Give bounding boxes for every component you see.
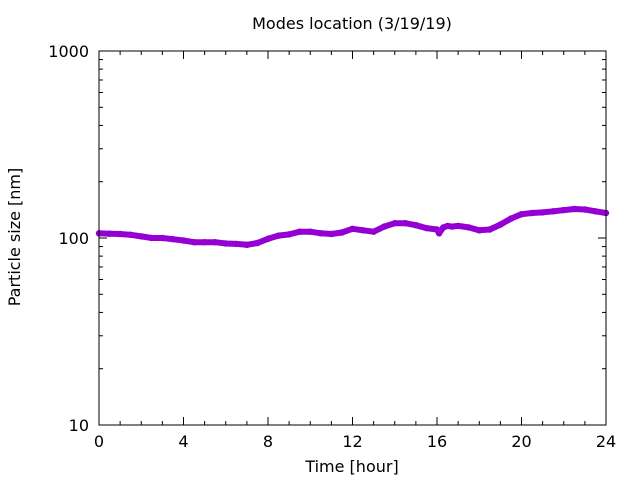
data-point — [233, 240, 240, 248]
data-point — [275, 232, 282, 239]
data-series — [95, 205, 610, 248]
data-point — [138, 233, 145, 240]
x-tick-label: 12 — [342, 432, 362, 451]
data-point — [180, 237, 187, 244]
data-point — [307, 228, 314, 235]
data-point — [391, 220, 398, 227]
data-point — [370, 228, 377, 235]
data-point — [338, 229, 346, 236]
x-tick-label: 8 — [263, 432, 273, 451]
data-point — [201, 239, 208, 246]
data-point — [497, 221, 504, 228]
data-point — [381, 223, 388, 230]
data-point — [448, 223, 455, 230]
chart-title: Modes location (3/19/19) — [252, 14, 452, 33]
series-line — [96, 206, 609, 248]
x-tick-label: 0 — [94, 432, 104, 451]
data-point — [159, 234, 166, 242]
data-point — [435, 230, 443, 237]
data-point — [412, 222, 420, 229]
y-axis-label: Particle size [nm] — [5, 168, 24, 307]
data-point — [402, 220, 409, 227]
data-point — [127, 231, 134, 238]
data-point — [190, 239, 198, 246]
data-point — [212, 239, 219, 246]
y-tick-label: 1000 — [48, 42, 89, 61]
data-point — [148, 234, 155, 242]
x-tick-label: 20 — [511, 432, 531, 451]
data-point — [560, 206, 567, 214]
y-tick-label: 100 — [58, 229, 89, 248]
data-point — [486, 226, 493, 233]
data-point — [243, 241, 251, 248]
x-tick-label: 24 — [596, 432, 616, 451]
data-point — [571, 205, 578, 213]
data-point — [454, 222, 462, 230]
data-point — [359, 227, 367, 234]
data-point — [550, 208, 557, 215]
data-point — [465, 224, 472, 231]
data-point — [222, 240, 229, 247]
plot-frame — [98, 50, 607, 426]
data-point — [285, 231, 293, 238]
data-point — [539, 209, 546, 216]
data-point — [592, 208, 599, 215]
axis-tick-labels: 0 4 8 12 16 20 24 10 100 1000 — [48, 42, 616, 451]
data-point — [169, 236, 177, 243]
y-tick-label: 10 — [69, 416, 89, 435]
data-point — [328, 230, 335, 238]
data-point — [528, 209, 536, 217]
data-point — [423, 224, 430, 232]
data-point — [116, 230, 124, 238]
data-point — [476, 227, 483, 234]
data-point — [254, 239, 261, 247]
data-point — [296, 228, 303, 235]
data-point — [518, 211, 525, 218]
data-point — [507, 215, 515, 222]
data-point — [581, 206, 589, 213]
x-tick-label: 16 — [427, 432, 447, 451]
data-point — [317, 230, 324, 237]
x-tick-label: 4 — [178, 432, 188, 451]
x-axis-label: Time [hour] — [304, 457, 398, 476]
data-point — [349, 225, 356, 232]
data-point — [106, 230, 113, 237]
data-point — [264, 235, 272, 242]
